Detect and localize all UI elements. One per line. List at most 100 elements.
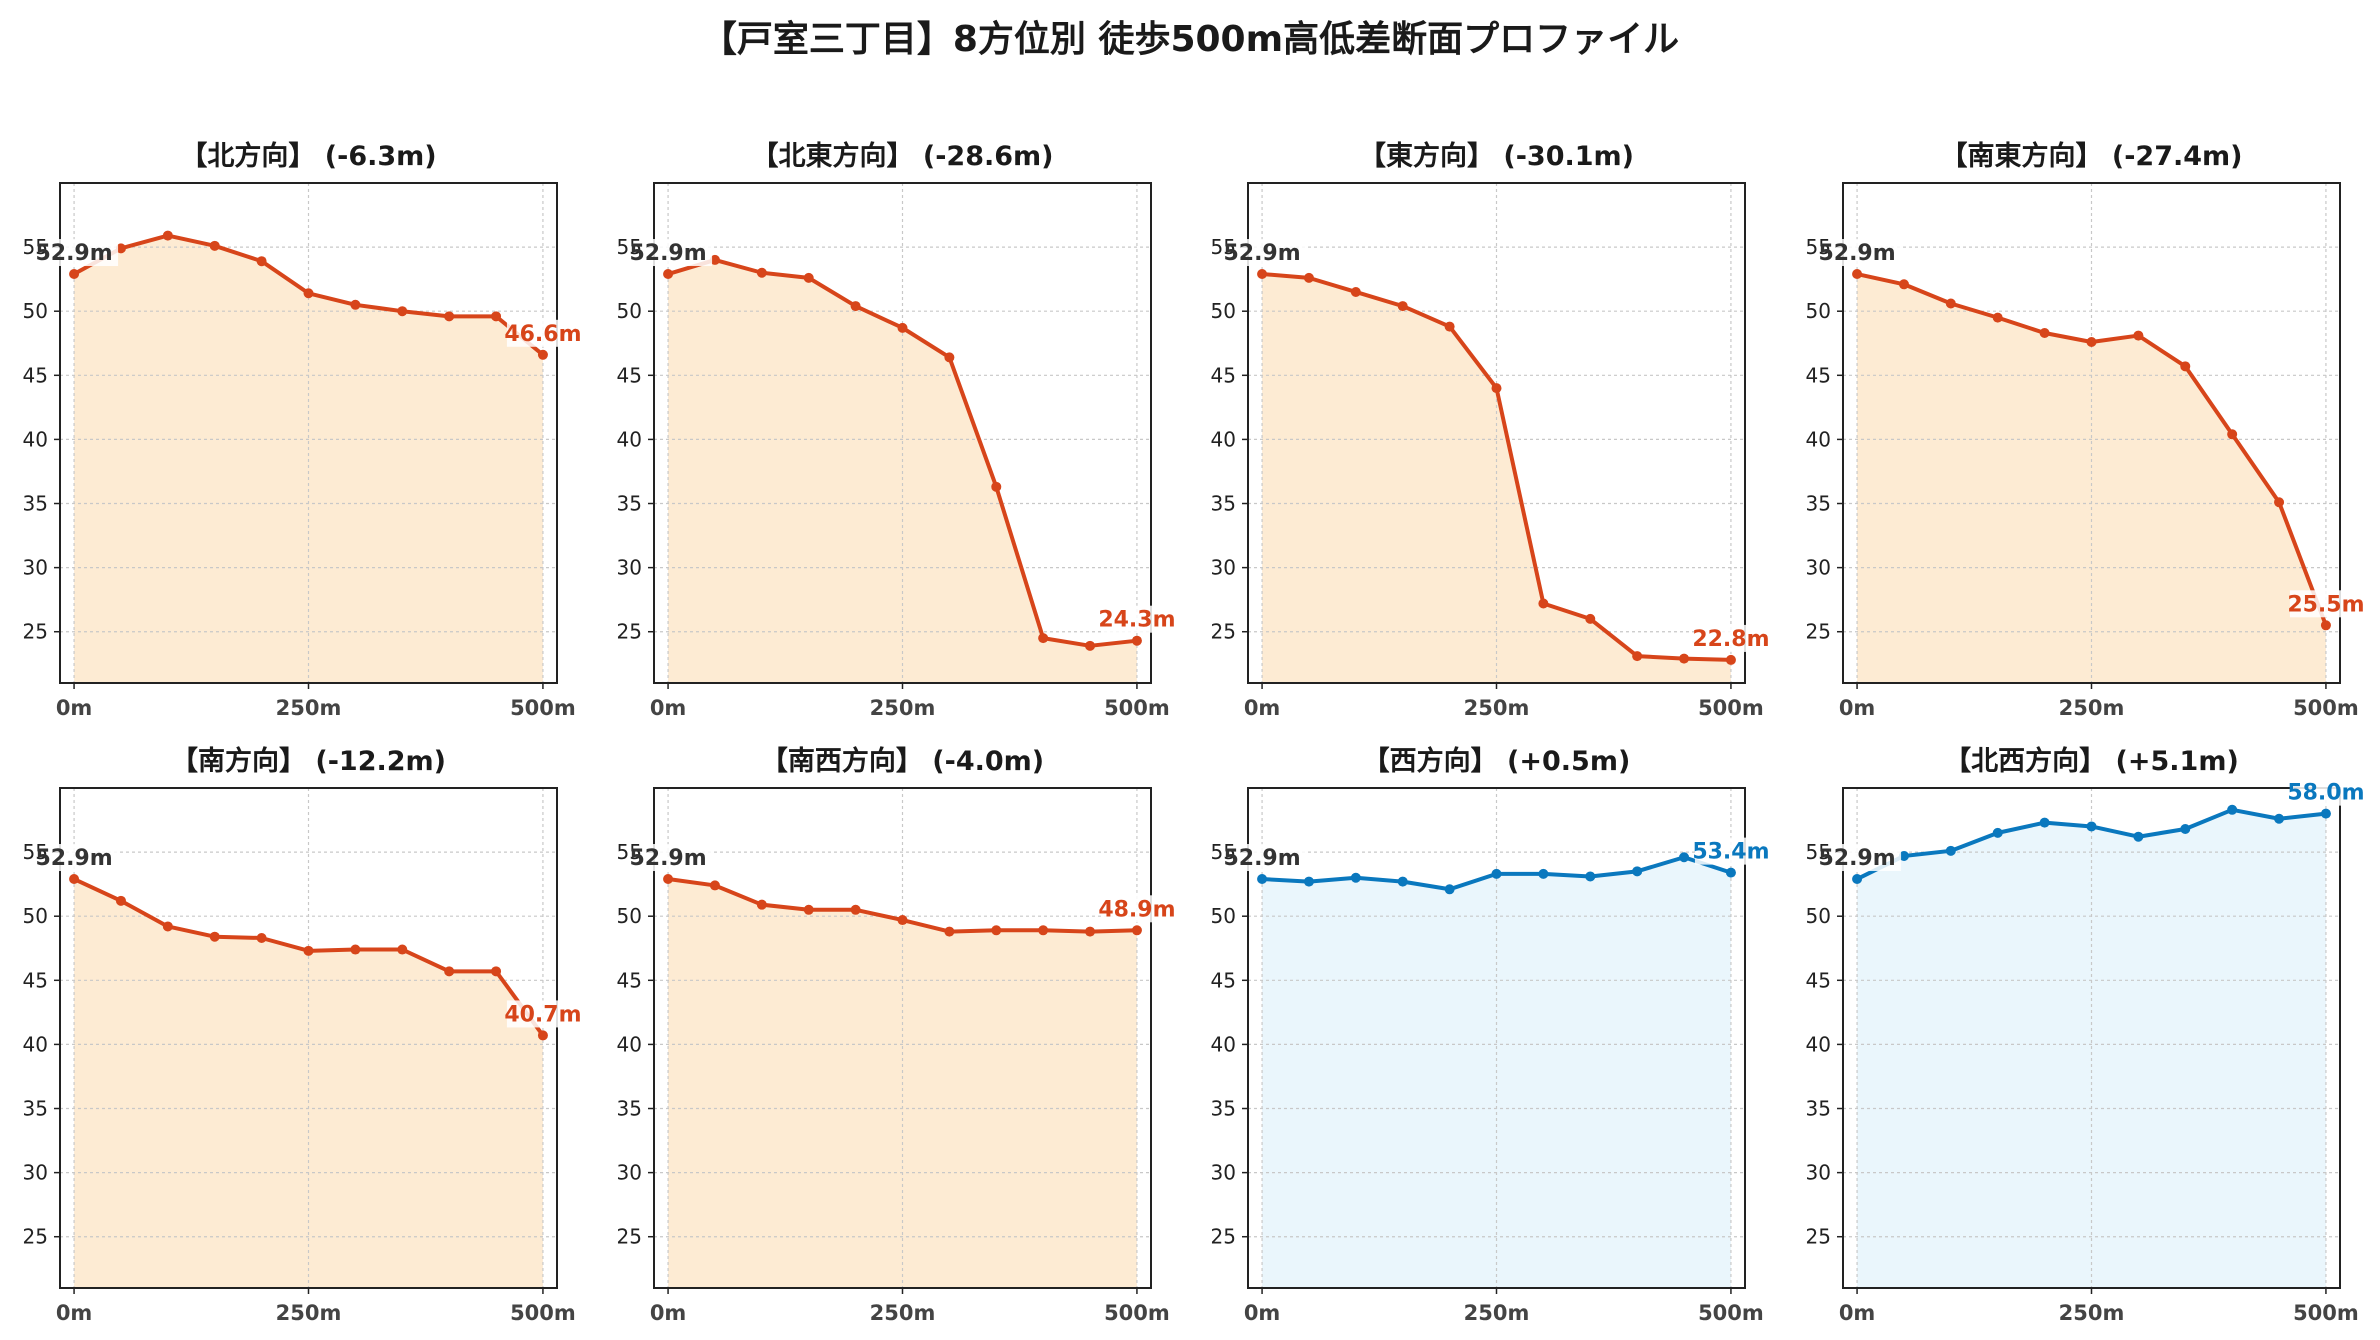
x-tick-label: 500m — [2293, 1301, 2359, 1325]
end-label-box — [506, 319, 579, 347]
data-point — [1585, 871, 1596, 882]
y-tick-label: 40 — [1211, 1032, 1236, 1056]
data-point — [1303, 876, 1314, 887]
end-value-label: 22.8m — [1692, 627, 1769, 652]
data-point — [1085, 640, 1096, 651]
start-label-box — [48, 844, 119, 872]
y-tick-label: 30 — [617, 1161, 642, 1185]
chart-panel-6: 25 30 35 40 45 50 55 0m 250m 500m 【西方向】 (+0.5m) 52.… — [1211, 745, 1770, 1325]
data-point — [2180, 361, 2191, 372]
y-tick-label: 30 — [23, 1161, 48, 1185]
data-point — [1444, 321, 1455, 332]
start-label-box — [642, 844, 713, 872]
y-tick-label: 30 — [1211, 556, 1236, 580]
y-tick-label: 35 — [1806, 492, 1831, 516]
data-point — [491, 311, 502, 322]
data-point — [1303, 272, 1314, 283]
y-tick-label: 45 — [617, 363, 642, 387]
data-point — [944, 926, 955, 937]
data-point — [2180, 824, 2191, 835]
data-point — [2039, 817, 2050, 828]
data-point — [1257, 874, 1268, 885]
chart-panel-0: 25 30 35 40 45 50 55 0m 250m 500m 【北方向】 (-6.3m) 52.… — [23, 140, 582, 720]
y-tick-label: 50 — [23, 299, 48, 323]
y-tick-label: 50 — [1806, 299, 1831, 323]
y-tick-label: 25 — [1806, 620, 1831, 644]
x-tick-label: 500m — [510, 1301, 576, 1325]
chart-panel-1: 25 30 35 40 45 50 55 0m 250m 500m 【北東方向】 (-28.6m) 5… — [617, 140, 1176, 720]
x-tick-label: 0m — [1244, 1301, 1281, 1325]
data-point — [2086, 821, 2097, 832]
x-tick-label: 500m — [2293, 696, 2359, 720]
panel-title: 【北東方向】 (-28.6m) — [751, 140, 1053, 172]
y-tick-label: 45 — [1806, 363, 1831, 387]
data-point — [897, 322, 908, 333]
start-value-label: 52.9m — [1223, 241, 1300, 266]
data-point — [69, 269, 80, 280]
data-point — [537, 349, 548, 360]
y-tick-label: 50 — [1211, 299, 1236, 323]
y-tick-label: 40 — [1806, 427, 1831, 451]
data-point — [2320, 808, 2331, 819]
y-tick-label: 30 — [1806, 556, 1831, 580]
chart-panel-3: 25 30 35 40 45 50 55 0m 250m 500m 【南東方向】 (-27.4m) 5… — [1806, 140, 2365, 720]
data-point — [1131, 635, 1142, 646]
y-tick-label: 25 — [23, 1225, 48, 1249]
panel-title: 【南西方向】 (-4.0m) — [761, 745, 1044, 777]
data-point — [256, 256, 267, 267]
data-point — [1898, 279, 1909, 290]
x-tick-label: 0m — [1839, 1301, 1876, 1325]
data-point — [991, 925, 1002, 936]
x-tick-label: 250m — [2059, 1301, 2125, 1325]
y-tick-label: 35 — [617, 492, 642, 516]
y-tick-label: 45 — [617, 968, 642, 992]
data-point — [1992, 827, 2003, 838]
end-value-label: 48.9m — [1098, 897, 1175, 922]
x-tick-label: 250m — [870, 1301, 936, 1325]
y-tick-label: 30 — [23, 556, 48, 580]
y-tick-label: 35 — [1211, 1097, 1236, 1121]
data-point — [1491, 868, 1502, 879]
y-tick-label: 55 — [23, 235, 48, 259]
y-tick-label: 30 — [617, 556, 642, 580]
start-label-box — [642, 239, 713, 267]
y-tick-label: 50 — [1211, 904, 1236, 928]
data-point — [162, 230, 173, 241]
data-point — [350, 299, 361, 310]
end-value-label: 53.4m — [1692, 840, 1769, 865]
start-value-label: 52.9m — [1223, 846, 1300, 871]
y-tick-label: 50 — [1806, 904, 1831, 928]
end-label-box — [1100, 605, 1173, 633]
chart-panel-4: 25 30 35 40 45 50 55 0m 250m 500m 【南方向】 (-12.2m) 52… — [23, 745, 582, 1325]
y-tick-label: 40 — [23, 427, 48, 451]
data-point — [2133, 831, 2144, 842]
x-tick-label: 250m — [870, 696, 936, 720]
data-point — [756, 267, 767, 278]
start-label-box — [1236, 239, 1307, 267]
data-point — [991, 481, 1002, 492]
data-point — [709, 254, 720, 265]
y-tick-label: 40 — [617, 1032, 642, 1056]
end-value-label: 24.3m — [1098, 608, 1175, 633]
x-tick-label: 250m — [2059, 696, 2125, 720]
end-label-box — [1694, 837, 1767, 865]
y-tick-label: 25 — [23, 620, 48, 644]
end-value-label: 46.6m — [504, 322, 581, 347]
start-value-label: 52.9m — [1818, 241, 1895, 266]
data-point — [1945, 845, 1956, 856]
figure-title: 【戸室三丁目】8方位別 徒歩500m高低差断面プロファイル — [700, 19, 1680, 60]
y-tick-label: 25 — [1806, 1225, 1831, 1249]
data-point — [1350, 872, 1361, 883]
x-tick-label: 0m — [650, 1301, 687, 1325]
y-tick-label: 40 — [617, 427, 642, 451]
data-point — [1898, 850, 1909, 861]
panel-title: 【北西方向】 (+5.1m) — [1944, 745, 2239, 777]
data-point — [303, 288, 314, 299]
y-tick-label: 35 — [23, 492, 48, 516]
x-tick-label: 0m — [1244, 696, 1281, 720]
data-point — [1585, 613, 1596, 624]
data-point — [115, 895, 126, 906]
data-point — [2227, 804, 2238, 815]
data-point — [1632, 651, 1643, 662]
y-tick-label: 45 — [1806, 968, 1831, 992]
